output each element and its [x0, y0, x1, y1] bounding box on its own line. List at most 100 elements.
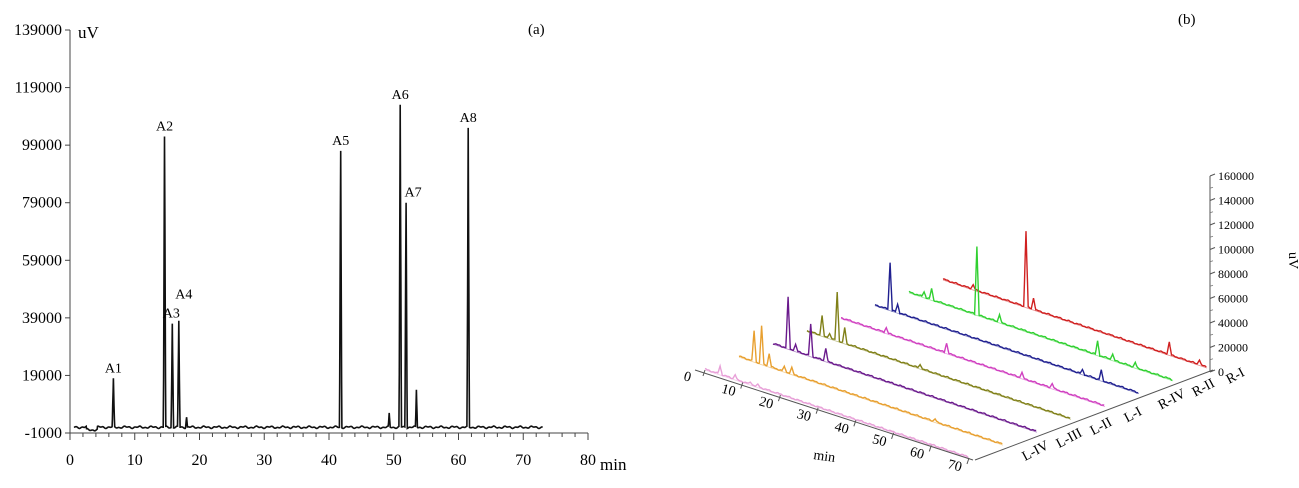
b-z-tick — [1209, 320, 1216, 324]
panel-a-y-axis-label: uV — [78, 23, 100, 42]
series-floor — [942, 279, 1208, 369]
series-floor — [874, 305, 1140, 395]
panel-b-3d-chromatograms: (b) min uV 0 10 20 30 40 50 60 70 R-I R-IIR-IV L-I… — [682, 12, 1299, 475]
peak-label: A5 — [332, 134, 349, 149]
b-z-tick-label: 0 — [1218, 365, 1224, 379]
b-x-tick — [815, 407, 819, 414]
b-x-tick-label: 40 — [833, 420, 850, 438]
peak-a4: A4 — [175, 288, 192, 303]
b-x-tick-label: 30 — [795, 407, 812, 425]
b-z-minor-tick — [1209, 333, 1214, 336]
b-z-minor-tick — [1209, 211, 1214, 214]
b-z-tick — [1209, 222, 1216, 226]
b-x-tick — [966, 457, 970, 465]
x-tick-label: 30 — [256, 452, 272, 469]
series-floor — [704, 369, 970, 459]
panel-b-series — [704, 231, 1208, 459]
y-tick-label: 19000 — [22, 367, 62, 384]
b-x-tick — [928, 445, 932, 452]
panel-a-peak-labels: A1 A2 A3 A4 A5 A6 A7 A8 — [105, 88, 477, 376]
chromatogram-trace — [73, 104, 543, 432]
b-x-tick-label: 10 — [720, 382, 737, 400]
x-tick-label: 50 — [386, 452, 402, 469]
series-l-iii — [772, 296, 1038, 433]
peak-label: A1 — [105, 361, 122, 376]
b-sample-label: L-III — [1054, 426, 1085, 452]
b-z-minor-tick — [1209, 260, 1214, 263]
panel-b-label: (b) — [1178, 12, 1196, 28]
b-z-tick-label: 80000 — [1218, 267, 1248, 281]
b-z-tick — [1209, 173, 1216, 177]
x-tick-label: 80 — [580, 452, 596, 469]
series-l-iv — [738, 325, 1004, 446]
panel-a-x-axis-label: min — [600, 455, 627, 474]
b-z-tick-label: 40000 — [1218, 316, 1248, 330]
b-depth-axis — [974, 369, 1214, 461]
x-tick-label: 60 — [451, 452, 467, 469]
b-z-tick — [1209, 198, 1216, 201]
y-tick-label: 99000 — [22, 137, 62, 154]
x-tick-label: 10 — [127, 452, 143, 469]
b-z-minor-tick — [1209, 309, 1214, 312]
b-z-minor-tick — [1209, 186, 1214, 189]
peak-label: A6 — [392, 88, 409, 103]
b-x-tick — [853, 420, 857, 427]
y-tick-label: 59000 — [22, 252, 62, 269]
series-trace — [874, 262, 1139, 394]
b-z-tick — [1209, 296, 1216, 299]
panel-a-trace — [73, 104, 543, 432]
b-x-tick-label: 60 — [908, 445, 925, 463]
b-x-tick-label: 0 — [682, 369, 693, 385]
series-trace — [704, 363, 969, 459]
b-z-tick — [1209, 345, 1216, 348]
peak-label: A4 — [175, 288, 192, 303]
series-l-i — [840, 317, 1106, 407]
peak-label: A2 — [156, 120, 173, 135]
x-tick-label: 40 — [321, 452, 337, 469]
panel-b-z-axis-label: uV — [1285, 252, 1299, 269]
series-floor — [738, 356, 1004, 446]
b-x-tick-label: 50 — [871, 432, 888, 450]
b-z-minor-tick — [1209, 235, 1214, 238]
series-r-i — [942, 231, 1208, 369]
peak-a7: A7 — [404, 186, 421, 201]
b-z-minor-tick — [1209, 284, 1214, 287]
b-x-tick — [740, 382, 744, 389]
b-sample-label: R-II — [1190, 376, 1218, 400]
peak-a6: A6 — [392, 88, 409, 103]
series-trace — [738, 325, 1003, 445]
series-r-ii — [908, 246, 1174, 382]
b-x-tick — [777, 394, 781, 402]
b-time-axis — [694, 369, 974, 461]
series-floor — [772, 343, 1038, 433]
peak-a5: A5 — [332, 134, 349, 149]
b-sample-label: L-I — [1122, 404, 1145, 426]
peak-a3: A3 — [163, 307, 180, 322]
y-tick-label: -1000 — [25, 425, 62, 442]
x-tick-label: 0 — [66, 452, 74, 469]
series-trace — [840, 317, 1105, 406]
b-x-tick-label: 20 — [757, 395, 774, 413]
peak-label: A7 — [404, 186, 421, 201]
b-sample-label: L-II — [1088, 415, 1115, 439]
panel-a-axes: -1000 19000 39000 59000 79000 99000 119000 1390… — [14, 22, 596, 469]
y-tick-label: 119000 — [15, 80, 62, 97]
y-tick-label: 139000 — [14, 22, 62, 39]
panel-a-label: (a) — [528, 22, 545, 38]
b-sample-label: R-I — [1224, 365, 1248, 387]
series-floor — [840, 318, 1106, 407]
x-tick-label: 70 — [515, 452, 531, 469]
peak-label: A3 — [163, 307, 180, 322]
y-tick-label: 39000 — [22, 310, 62, 327]
peak-a2: A2 — [156, 120, 173, 135]
series-trace — [806, 291, 1071, 419]
peak-a1: A1 — [105, 361, 122, 376]
panel-a-chromatogram: (a) uV min -1000 19000 39000 59000 79000 9900… — [14, 22, 627, 474]
x-tick-label: 20 — [192, 452, 208, 469]
b-z-tick-label: 160000 — [1218, 169, 1254, 183]
peak-label: A8 — [460, 111, 477, 126]
b-x-tick — [702, 369, 706, 377]
b-z-tick-label: 140000 — [1218, 194, 1254, 208]
b-z-tick-label: 100000 — [1218, 243, 1254, 257]
